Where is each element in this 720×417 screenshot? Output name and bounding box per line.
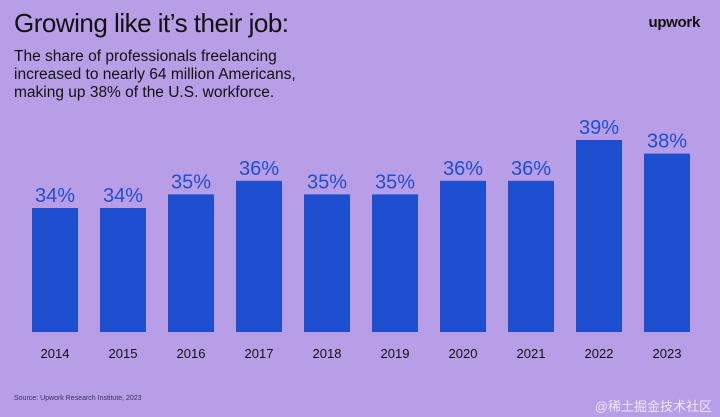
bar-2014 [32,208,78,332]
bar-2016 [168,194,214,332]
bar-2022 [576,140,622,332]
x-tick-label-2022: 2022 [585,346,614,361]
value-label-2021: 36% [511,158,551,180]
bar-2015 [100,208,146,332]
value-label-2020: 36% [443,158,483,180]
value-label-2019: 35% [375,171,415,193]
value-label-2016: 35% [171,171,211,193]
brand-logo: upwork [648,14,700,31]
page-subtitle: The share of professionals freelancing i… [14,48,296,101]
bar-2021 [508,180,554,332]
x-tick-label-2014: 2014 [41,346,70,361]
value-label-2014: 34% [35,185,75,207]
x-tick-label-2021: 2021 [517,346,546,361]
value-label-2017: 36% [239,158,279,180]
x-tick-label-2018: 2018 [313,346,342,361]
x-tick-label-2023: 2023 [653,346,682,361]
watermark: @稀土掘金技术社区 [594,399,712,414]
value-label-2023: 38% [647,131,687,153]
x-tick-label-2016: 2016 [177,346,206,361]
value-label-2022: 39% [579,117,619,139]
bar-2023 [644,153,690,332]
bar-2017 [236,180,282,332]
value-label-2015: 34% [103,185,143,207]
bar-2020 [440,180,486,332]
value-label-2018: 35% [307,171,347,193]
x-tick-label-2019: 2019 [381,346,410,361]
bar-2018 [304,194,350,332]
bar-2019 [372,194,418,332]
x-tick-label-2015: 2015 [109,346,138,361]
page-title: Growing like it’s their job: [14,8,289,38]
x-tick-label-2020: 2020 [449,346,478,361]
x-tick-label-2017: 2017 [245,346,274,361]
source-note: Source: Upwork Research Institute, 2023 [14,395,142,402]
